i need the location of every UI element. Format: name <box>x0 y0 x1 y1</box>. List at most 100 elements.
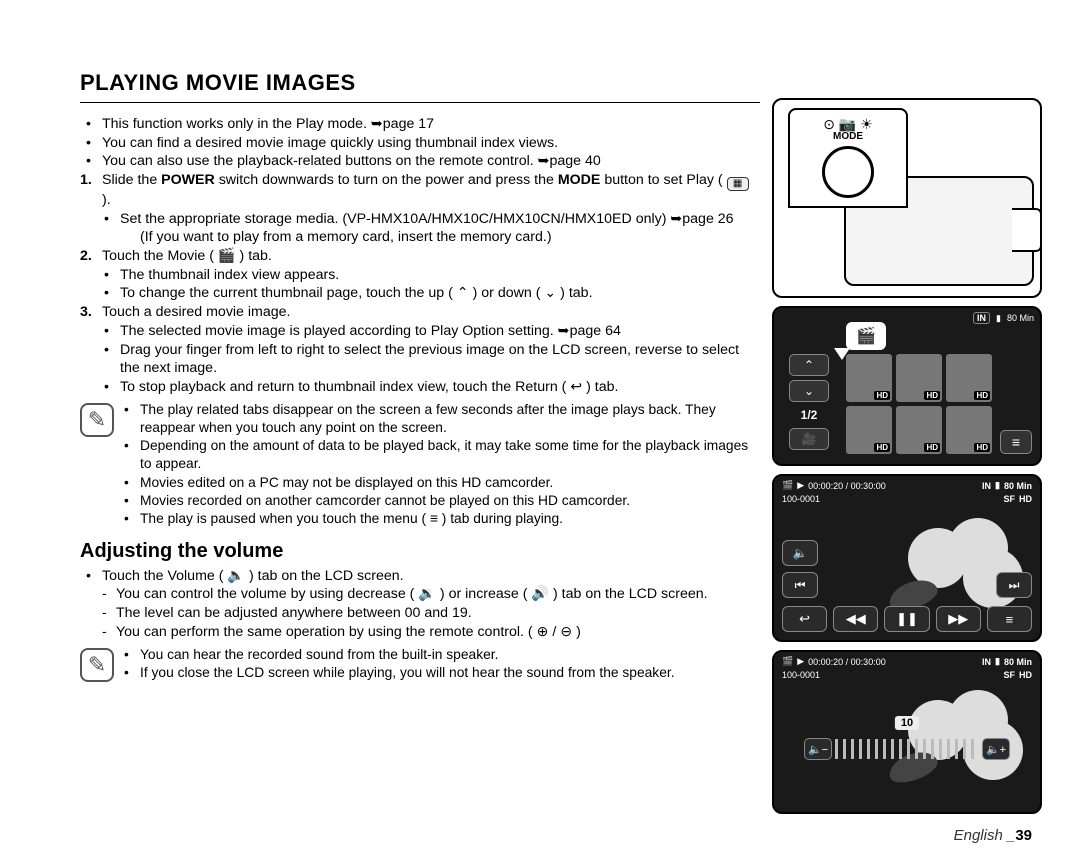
right-column: ⊙ 📷 ☀ MODE IN ▮ 80 Min 🎬 ⌃ ⌄ 1/2 🎥 HD HD… <box>772 98 1042 814</box>
thumbnail-item[interactable]: HD <box>896 354 942 402</box>
play-osd-icon: ▶ <box>797 480 804 491</box>
rewind-button[interactable]: ◀◀ <box>833 606 878 632</box>
page-title: PLAYING MOVIE IMAGES <box>80 70 760 103</box>
battery-text: 80 Min <box>1004 481 1032 491</box>
step-3-sub: The selected movie image is played accor… <box>102 322 760 341</box>
intro-item: You can find a desired movie image quick… <box>80 134 760 153</box>
page-number: 39 <box>1015 827 1032 844</box>
step-3-sub: To stop playback and return to thumbnail… <box>102 378 760 397</box>
file-number: 100-0001 <box>782 670 820 680</box>
hd-badge: HD <box>924 391 940 400</box>
hd-badge: HD <box>924 443 940 452</box>
note1-item: Movies recorded on another camcorder can… <box>122 492 760 510</box>
hd-badge: HD <box>874 443 890 452</box>
step-2-sub: To change the current thumbnail page, to… <box>102 284 760 303</box>
page-down-button[interactable]: ⌄ <box>789 380 829 402</box>
battery-icon: ▮ <box>996 313 1001 324</box>
page-counter: 1/2 <box>801 408 818 422</box>
text: Touch a desired movie image. <box>102 304 290 320</box>
note1-item: The play related tabs disappear on the s… <box>122 401 760 437</box>
vol-sub: You can perform the same operation by us… <box>102 623 760 642</box>
intro-item: You can also use the playback-related bu… <box>80 152 760 171</box>
volume-increase-button[interactable]: 🔈+ <box>982 738 1010 760</box>
movie-osd-icon: 🎬 <box>782 656 793 667</box>
vol-sub: You can control the volume by using decr… <box>102 585 760 604</box>
illustration-camera: ⊙ 📷 ☀ MODE <box>772 98 1042 298</box>
text: Slide the <box>102 172 161 188</box>
battery-text: 80 Min <box>1007 313 1034 323</box>
text: button to set Play ( <box>600 172 726 188</box>
page-up-button[interactable]: ⌃ <box>789 354 829 376</box>
volume-decrease-button[interactable]: 🔈− <box>804 738 832 760</box>
time-counter: 00:00:20 / 00:30:00 <box>808 657 886 667</box>
storage-in-icon: IN <box>982 657 991 667</box>
menu-button[interactable]: ≡ <box>1000 430 1032 454</box>
mode-popup: ⊙ 📷 ☀ MODE <box>788 108 908 208</box>
step-1: Slide the POWER switch downwards to turn… <box>80 171 760 247</box>
note-icon: ✎ <box>80 648 114 682</box>
movie-tab-icon[interactable]: 🎬 <box>846 322 886 350</box>
hd-badge: HD <box>974 443 990 452</box>
menu-button[interactable]: ≡ <box>987 606 1032 632</box>
camera-tab-icon[interactable]: 🎥 <box>789 428 829 450</box>
footer-lang: English _ <box>954 827 1016 844</box>
page-footer: English _39 <box>954 827 1032 844</box>
thumbnail-item[interactable]: HD <box>946 406 992 454</box>
intro-list: This function works only in the Play mod… <box>80 115 760 171</box>
sf-badge: SF <box>1003 670 1015 680</box>
step-1-sub-paren: (If you want to play from a memory card,… <box>102 228 760 247</box>
step-3-sub: Drag your finger from left to right to s… <box>102 341 760 378</box>
thumbnail-item[interactable]: HD <box>946 354 992 402</box>
sf-badge: SF <box>1003 494 1015 504</box>
step-2: Touch the Movie ( 🎬 ) tab. The thumbnail… <box>80 247 760 303</box>
text: Touch the Movie ( 🎬 ) tab. <box>102 248 272 264</box>
note1-item: Movies edited on a PC may not be display… <box>122 474 760 492</box>
note-block-1: ✎ The play related tabs disappear on the… <box>80 401 760 528</box>
hd-badge: HD <box>974 391 990 400</box>
file-number: 100-0001 <box>782 494 820 504</box>
thumbnail-item[interactable]: HD <box>846 406 892 454</box>
note2-item: If you close the LCD screen while playin… <box>122 664 760 682</box>
next-button[interactable]: ⏭ <box>996 572 1032 598</box>
volume-bar: 🔈− 🔈+ <box>804 734 1010 764</box>
volume-ticks <box>835 739 979 759</box>
thumbnail-item[interactable]: HD <box>896 406 942 454</box>
illustration-volume-screen: 🎬 ▶ 00:00:20 / 00:30:00 IN ▮ 80 Min 100-… <box>772 650 1042 814</box>
volume-button[interactable]: 🔈 <box>782 540 818 566</box>
play-mode-icon: ▦ <box>727 177 749 191</box>
note-icon: ✎ <box>80 403 114 437</box>
text: Touch the Volume ( 🔈 ) tab on the LCD sc… <box>102 568 404 584</box>
illustration-playback-screen: 🎬 ▶ 00:00:20 / 00:30:00 IN ▮ 80 Min 100-… <box>772 474 1042 642</box>
pause-button[interactable]: ❚❚ <box>884 606 929 632</box>
step-1-sub: Set the appropriate storage media. (VP-H… <box>102 210 760 229</box>
thumbnail-item[interactable]: HD <box>846 354 892 402</box>
note2-item: You can hear the recorded sound from the… <box>122 646 760 664</box>
note1-item: The play is paused when you touch the me… <box>122 510 760 528</box>
hd-badge: HD <box>1019 494 1032 504</box>
illustration-thumbnail-screen: IN ▮ 80 Min 🎬 ⌃ ⌄ 1/2 🎥 HD HD HD HD HD H… <box>772 306 1042 466</box>
time-counter: 00:00:20 / 00:30:00 <box>808 481 886 491</box>
prev-button[interactable]: ⏮ <box>782 572 818 598</box>
step-3: Touch a desired movie image. The selecte… <box>80 303 760 397</box>
battery-text: 80 Min <box>1004 657 1032 667</box>
hd-badge: HD <box>874 391 890 400</box>
mode-dial-icon <box>822 146 874 198</box>
play-osd-icon: ▶ <box>797 656 804 667</box>
vol-main: Touch the Volume ( 🔈 ) tab on the LCD sc… <box>80 567 760 642</box>
note1-item: Depending on the amount of data to be pl… <box>122 437 760 473</box>
text: switch downwards to turn on the power an… <box>215 172 558 188</box>
intro-item: This function works only in the Play mod… <box>80 115 760 134</box>
hd-badge: HD <box>1019 670 1032 680</box>
battery-icon: ▮ <box>995 656 1000 667</box>
subheading-volume: Adjusting the volume <box>80 538 760 564</box>
step-2-sub: The thumbnail index view appears. <box>102 266 760 285</box>
note-block-2: ✎ You can hear the recorded sound from t… <box>80 646 760 682</box>
battery-icon: ▮ <box>995 480 1000 491</box>
storage-in-icon: IN <box>982 481 991 491</box>
forward-button[interactable]: ▶▶ <box>936 606 981 632</box>
steps-list: Slide the POWER switch downwards to turn… <box>80 171 760 397</box>
mode-label: MODE <box>833 131 863 142</box>
storage-in-icon: IN <box>973 312 990 324</box>
return-button[interactable]: ↩ <box>782 606 827 632</box>
text: ). <box>102 192 111 208</box>
